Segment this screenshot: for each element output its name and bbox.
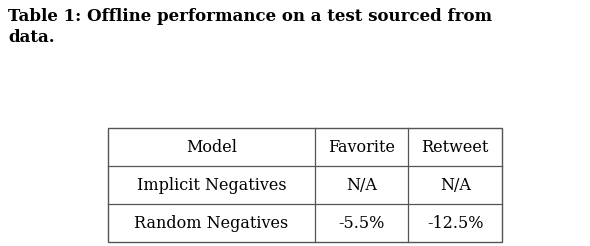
Text: Random Negatives: Random Negatives [135,215,289,231]
Text: Model: Model [186,138,237,155]
Text: Retweet: Retweet [421,138,489,155]
Text: -5.5%: -5.5% [339,215,385,231]
Text: N/A: N/A [440,176,471,194]
Text: Implicit Negatives: Implicit Negatives [137,176,286,194]
Text: Table 1: Offline performance on a test sourced from
data.: Table 1: Offline performance on a test s… [8,8,492,46]
Text: Favorite: Favorite [328,138,395,155]
Bar [108,128,502,242]
Text: -12.5%: -12.5% [427,215,483,231]
Text: N/A: N/A [346,176,377,194]
